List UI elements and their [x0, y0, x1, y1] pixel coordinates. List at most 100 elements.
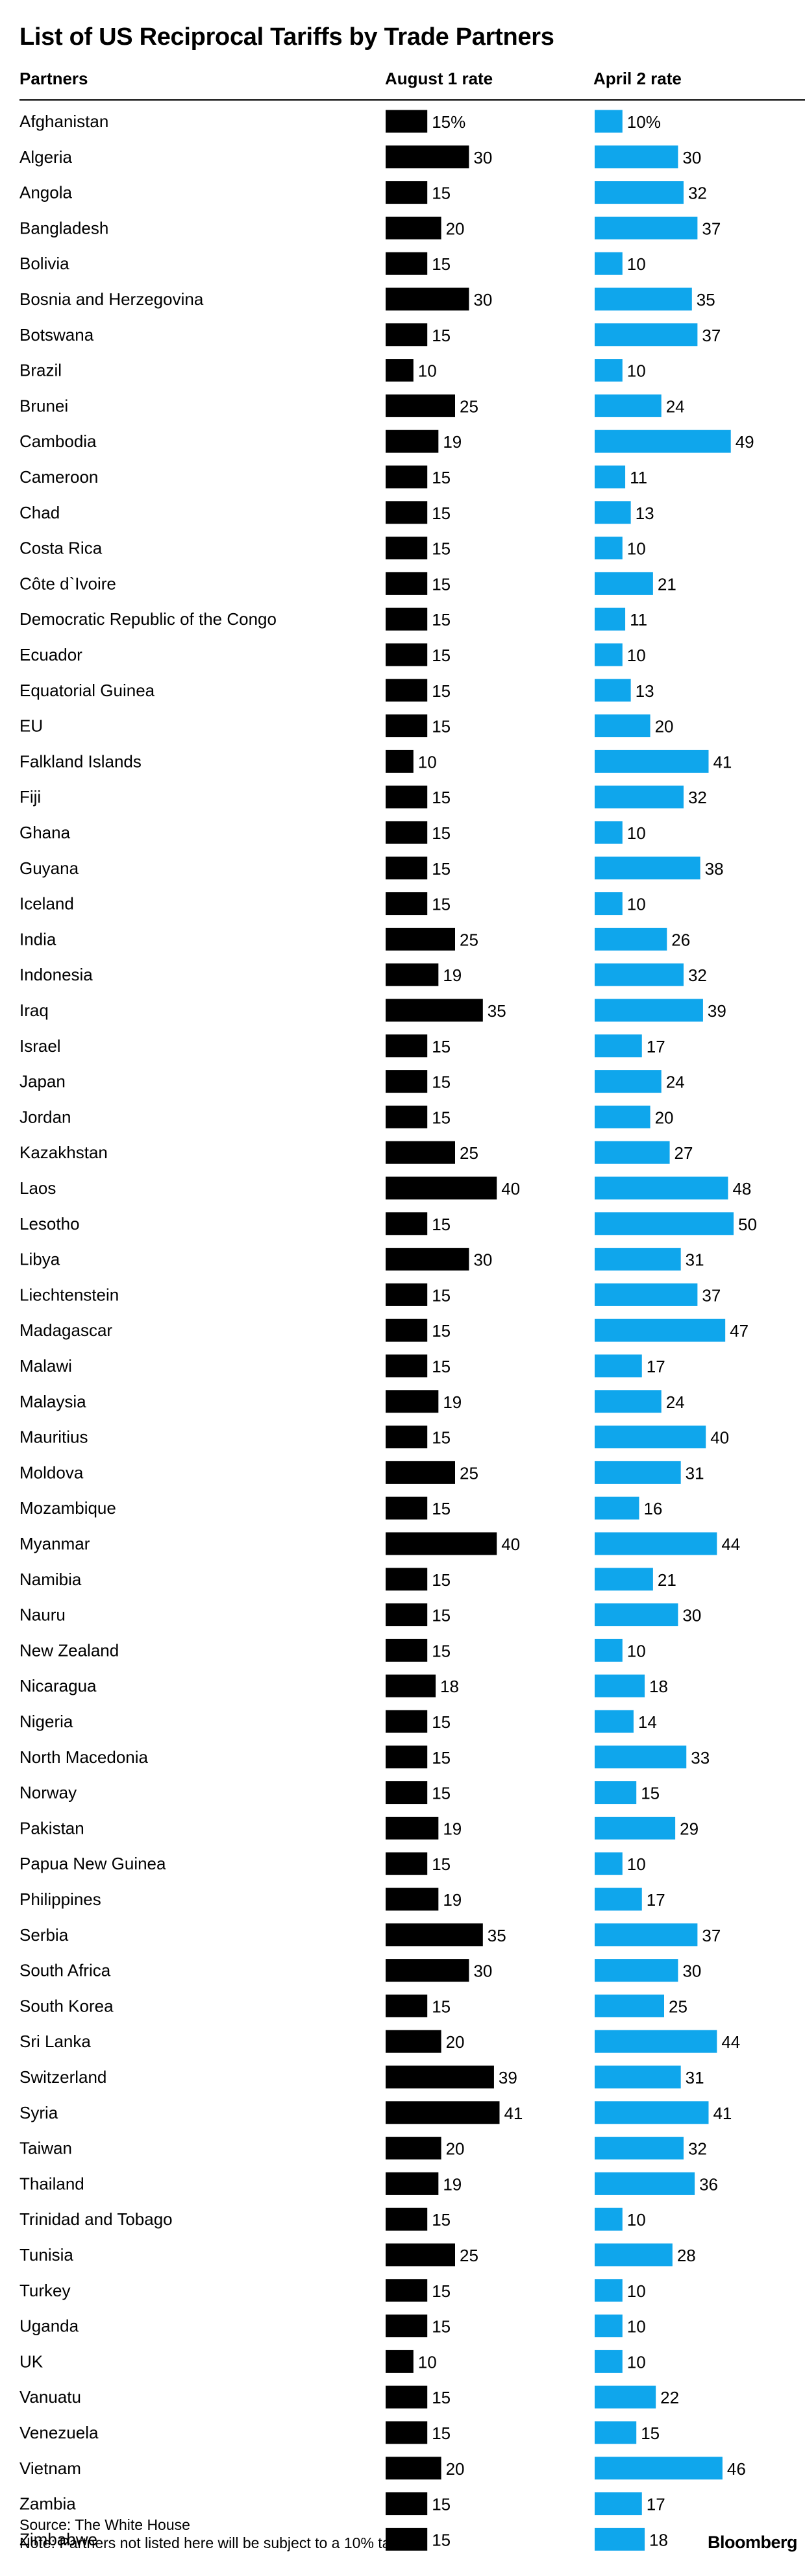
august-rate-value: 15: [432, 1321, 451, 1341]
april-rate-bar: [595, 2385, 656, 2409]
april-rate-value: 15: [641, 2424, 660, 2443]
august-rate-value: 15: [432, 717, 451, 736]
august-rate-value: 15: [432, 2281, 451, 2301]
partner-label: Bolivia: [19, 254, 69, 273]
august-rate-bar: [386, 465, 428, 489]
august-rate-value: 15: [432, 2424, 451, 2443]
april-rate-bar: [595, 1745, 687, 1769]
august-rate-bar: [386, 1568, 428, 1591]
august-rate-value: 15: [432, 1712, 451, 1732]
table-row: Bangladesh 20 37: [19, 216, 721, 239]
source-note: Source: The White House: [19, 2516, 190, 2533]
august-rate-bar: [386, 1426, 428, 1449]
april-rate-bar: [595, 287, 692, 311]
table-row: Bolivia 15 10: [19, 252, 646, 275]
april-rate-bar: [595, 785, 684, 808]
august-rate-bar: [386, 1496, 428, 1520]
april-rate-value: 30: [682, 1962, 701, 1981]
august-rate-value: 35: [488, 1926, 506, 1945]
april-rate-value: 21: [658, 574, 676, 594]
partner-label: Vanuatu: [19, 2387, 81, 2407]
partner-label: Laos: [19, 1178, 56, 1198]
august-rate-bar: [386, 287, 469, 311]
april-rate-value: 37: [702, 1285, 721, 1305]
august-rate-value: 20: [446, 2032, 465, 2052]
partner-label: Cameroon: [19, 467, 98, 487]
august-rate-value: 25: [460, 1143, 478, 1163]
table-row: Nauru 15 30: [19, 1603, 701, 1627]
april-rate-bar: [595, 216, 698, 239]
table-row: Turkey 15 10: [19, 2279, 646, 2302]
april-rate-bar: [595, 145, 678, 169]
august-rate-value: 40: [501, 1179, 520, 1198]
april-rate-bar: [595, 1638, 623, 1662]
partner-label: Chad: [19, 503, 60, 522]
august-rate-bar: [386, 2527, 428, 2551]
august-rate-bar: [386, 1674, 436, 1697]
august-rate-bar: [386, 1745, 428, 1769]
august-rate-bar: [386, 572, 428, 595]
table-row: North Macedonia 15 33: [19, 1745, 710, 1769]
table-row: Libya 30 31: [19, 1248, 704, 1271]
table-row: Pakistan 19 29: [19, 1816, 699, 1840]
august-rate-bar: [386, 1532, 497, 1555]
april-rate-value: 32: [688, 788, 707, 807]
april-rate-value: 15: [641, 1784, 660, 1803]
april-rate-value: 11: [630, 610, 647, 629]
april-rate-bar: [595, 1034, 642, 1058]
april-rate-bar: [595, 430, 731, 453]
august-rate-value: 19: [443, 1392, 462, 1412]
august-rate-value: 30: [473, 1962, 492, 1981]
april-rate-bar: [595, 607, 626, 631]
table-row: Indonesia 19 32: [19, 963, 707, 986]
table-row: Liechtenstein 15 37: [19, 1283, 721, 1306]
table-row: Ghana 15 10: [19, 821, 646, 844]
april-rate-value: 33: [691, 1748, 710, 1768]
partner-label: Uganda: [19, 2316, 79, 2336]
april-rate-bar: [595, 1105, 650, 1128]
partner-label: Moldova: [19, 1463, 84, 1482]
april-rate-value: 36: [699, 2174, 718, 2194]
august-rate-bar: [386, 1176, 497, 1200]
august-rate-bar: [386, 1888, 439, 1911]
table-row: Chad 15 13: [19, 501, 654, 524]
august-rate-value: 15: [432, 574, 451, 594]
april-rate-bar: [595, 1994, 664, 2017]
april-rate-bar: [595, 2101, 709, 2124]
august-rate-value: 40: [501, 1535, 520, 1554]
table-row: India 25 26: [19, 927, 690, 951]
august-rate-value: 10: [418, 361, 437, 381]
april-rate-value: 10: [627, 2352, 646, 2372]
august-rate-value: 15: [432, 1073, 451, 1092]
april-rate-value: 24: [666, 396, 685, 416]
august-rate-bar: [386, 1461, 455, 1484]
august-rate-bar: [386, 1248, 469, 1271]
august-rate-value: 15: [432, 646, 451, 665]
april-rate-bar: [595, 1496, 639, 1520]
partner-label: Cambodia: [19, 431, 97, 451]
august-rate-bar: [386, 1390, 439, 1413]
table-row: Zambia 15 17: [19, 2492, 665, 2516]
partner-label: Thailand: [19, 2174, 84, 2193]
table-row: Jordan 15 20: [19, 1105, 674, 1128]
partner-label: Syria: [19, 2103, 58, 2122]
august-rate-value: 19: [443, 966, 462, 985]
august-rate-value: 39: [499, 2068, 517, 2087]
april-rate-value: 20: [655, 1108, 674, 1127]
table-row: Laos 40 48: [19, 1176, 751, 1200]
april-rate-bar: [595, 2492, 642, 2516]
column-header-august-rate: August 1 rate: [385, 69, 493, 88]
august-rate-value: 15: [432, 788, 451, 807]
august-rate-value: 15: [432, 254, 451, 274]
table-row: Tunisia 25 28: [19, 2243, 696, 2266]
august-rate-bar: [386, 1034, 428, 1058]
april-rate-value: 10: [627, 254, 646, 274]
august-rate-value: 15: [432, 610, 451, 629]
table-row: Iceland 15 10: [19, 892, 646, 916]
partner-label: North Macedonia: [19, 1747, 149, 1767]
april-rate-value: 26: [671, 930, 690, 949]
april-rate-value: 50: [738, 1215, 757, 1234]
april-rate-value: 37: [702, 219, 721, 238]
august-rate-value: 20: [446, 2459, 465, 2479]
